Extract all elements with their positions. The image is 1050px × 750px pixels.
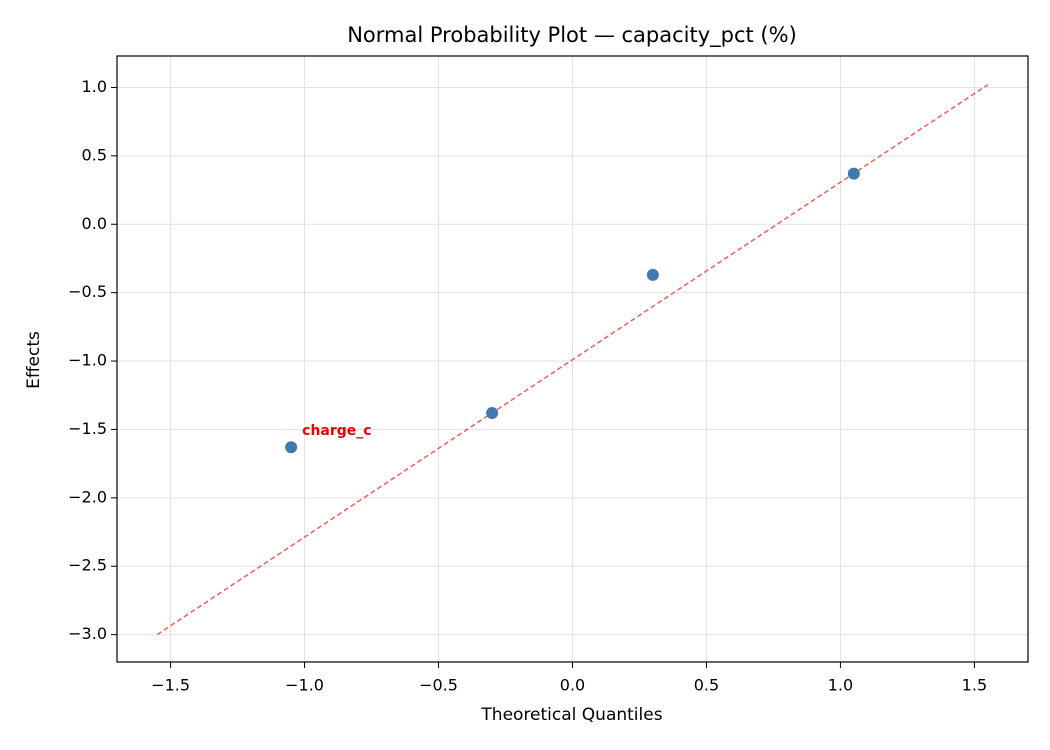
x-tick-label: 0.5 [694,676,719,695]
x-tick-label: 0.0 [560,676,585,695]
data-point [847,167,860,180]
x-tick-label: −0.5 [419,676,458,695]
data-point [646,268,659,281]
y-tick-label: −1.0 [68,351,107,370]
x-axis-label: Theoretical Quantiles [480,705,662,725]
x-tick-label: 1.5 [962,676,987,695]
y-tick-label: −2.5 [68,556,107,575]
x-tick-label: −1.5 [151,676,190,695]
plot-frame [116,55,1029,663]
x-tick-label: 1.0 [828,676,853,695]
x-tick-label: −1.0 [285,676,324,695]
data-point [285,441,298,454]
y-axis-label: Effects [24,331,44,389]
y-tick-label: −2.0 [68,487,107,506]
data-point [486,407,499,420]
y-tick-label: −0.5 [68,282,107,301]
y-tick-label: 1.0 [82,77,107,96]
annotation: charge_c [302,423,371,439]
chart-title: Normal Probability Plot — capacity_pct (… [347,23,797,48]
y-tick-label: −1.5 [68,419,107,438]
y-tick-label: 0.5 [82,145,107,164]
y-tick-label: −3.0 [68,624,107,643]
y-tick-label: 0.0 [82,214,107,233]
reference-line [156,84,989,636]
